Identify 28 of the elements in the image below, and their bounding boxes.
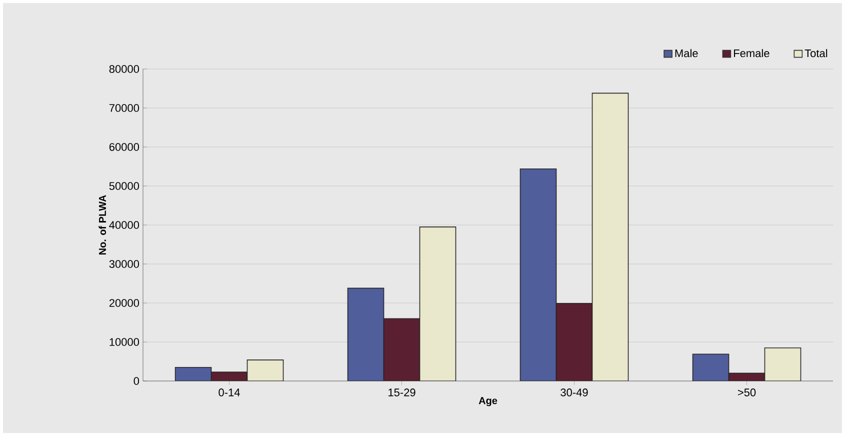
y-tick-label: 20000 — [109, 299, 140, 307]
y-tick-label: 40000 — [109, 221, 140, 229]
y-tick-label: 60000 — [109, 143, 140, 151]
bar — [246, 360, 284, 381]
y-axis-title: No. of PLWA — [98, 195, 106, 255]
x-tick-label: 0-14 — [218, 388, 240, 396]
bar — [520, 168, 557, 381]
legend-label: Male — [675, 49, 698, 58]
legend-label: Total — [804, 49, 828, 58]
y-tick-label: 50000 — [109, 182, 140, 190]
x-axis-title: Age — [478, 397, 498, 406]
bar — [764, 347, 802, 381]
x-tick-label: 15-29 — [388, 388, 416, 396]
bar — [592, 92, 629, 381]
y-tick-label: 10000 — [110, 338, 140, 346]
bar — [383, 318, 420, 381]
bar — [347, 288, 384, 381]
y-tick-label: 30000 — [109, 260, 140, 268]
y-tick-label: 0 — [134, 377, 140, 385]
bar — [692, 354, 730, 381]
bar — [556, 302, 593, 381]
y-tick-label: 70000 — [109, 104, 140, 112]
x-tick-label: 30-49 — [560, 388, 588, 396]
x-tick-label: >50 — [738, 388, 756, 396]
bar — [419, 226, 456, 381]
bar — [175, 367, 212, 381]
legend-label: Female — [734, 49, 770, 58]
y-tick-label: 80000 — [109, 65, 140, 73]
